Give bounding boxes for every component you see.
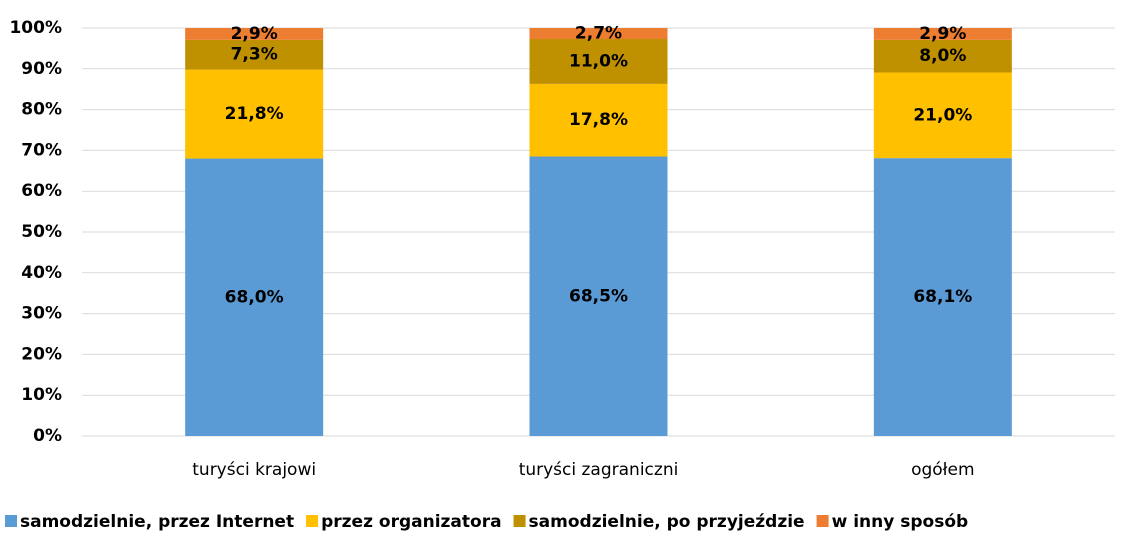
- data-label: 7,3%: [231, 45, 278, 65]
- x-tick-label: turyści zagraniczni: [519, 460, 679, 480]
- x-tick-label: ogółem: [911, 460, 974, 480]
- legend-label: samodzielnie, przez Internet: [20, 512, 294, 532]
- data-label: 21,0%: [913, 105, 972, 125]
- y-tick-label: 30%: [21, 304, 62, 324]
- y-tick-label: 50%: [21, 222, 62, 242]
- data-label: 8,0%: [919, 46, 966, 66]
- legend-swatch: [513, 515, 526, 527]
- y-tick-label: 10%: [21, 385, 62, 405]
- legend-label: w inny sposób: [832, 512, 969, 532]
- x-tick-label: turyści krajowi: [192, 460, 316, 480]
- bar-segment: [185, 28, 324, 40]
- y-tick-label: 80%: [21, 100, 62, 120]
- bar-segment: [873, 158, 1012, 437]
- legend-swatch: [816, 515, 829, 527]
- y-tick-label: 20%: [21, 344, 62, 364]
- data-label: 17,8%: [569, 110, 628, 130]
- y-tick-label: 100%: [9, 18, 62, 38]
- data-label: 68,1%: [913, 287, 972, 307]
- legend-label: przez organizatora: [321, 512, 501, 532]
- bar-segment: [185, 69, 324, 159]
- y-tick-label: 0%: [33, 426, 62, 446]
- bar-segment: [873, 72, 1012, 159]
- y-tick-label: 40%: [21, 263, 62, 283]
- data-label: 11,0%: [569, 51, 628, 71]
- y-tick-label: 70%: [21, 140, 62, 160]
- legend-label: samodzielnie, po przyjeździe: [529, 512, 805, 532]
- data-label: 2,9%: [919, 24, 966, 44]
- bar-segment: [529, 28, 668, 40]
- bar-segment: [185, 158, 324, 436]
- data-label: 68,0%: [225, 287, 284, 307]
- data-label: 2,9%: [231, 24, 278, 44]
- bar-segment: [873, 28, 1012, 40]
- y-tick-label: 90%: [21, 59, 62, 79]
- bar-segment: [185, 39, 324, 70]
- bar-segment: [873, 39, 1012, 73]
- bar-segment: [529, 156, 668, 436]
- y-tick-label: 60%: [21, 181, 62, 201]
- legend-swatch: [5, 515, 17, 527]
- legend-swatch: [306, 515, 319, 527]
- data-label: 21,8%: [225, 104, 284, 124]
- bar-segment: [529, 39, 668, 84]
- data-label: 68,5%: [569, 286, 628, 306]
- bar-segment: [529, 83, 668, 157]
- data-label: 2,7%: [575, 24, 622, 44]
